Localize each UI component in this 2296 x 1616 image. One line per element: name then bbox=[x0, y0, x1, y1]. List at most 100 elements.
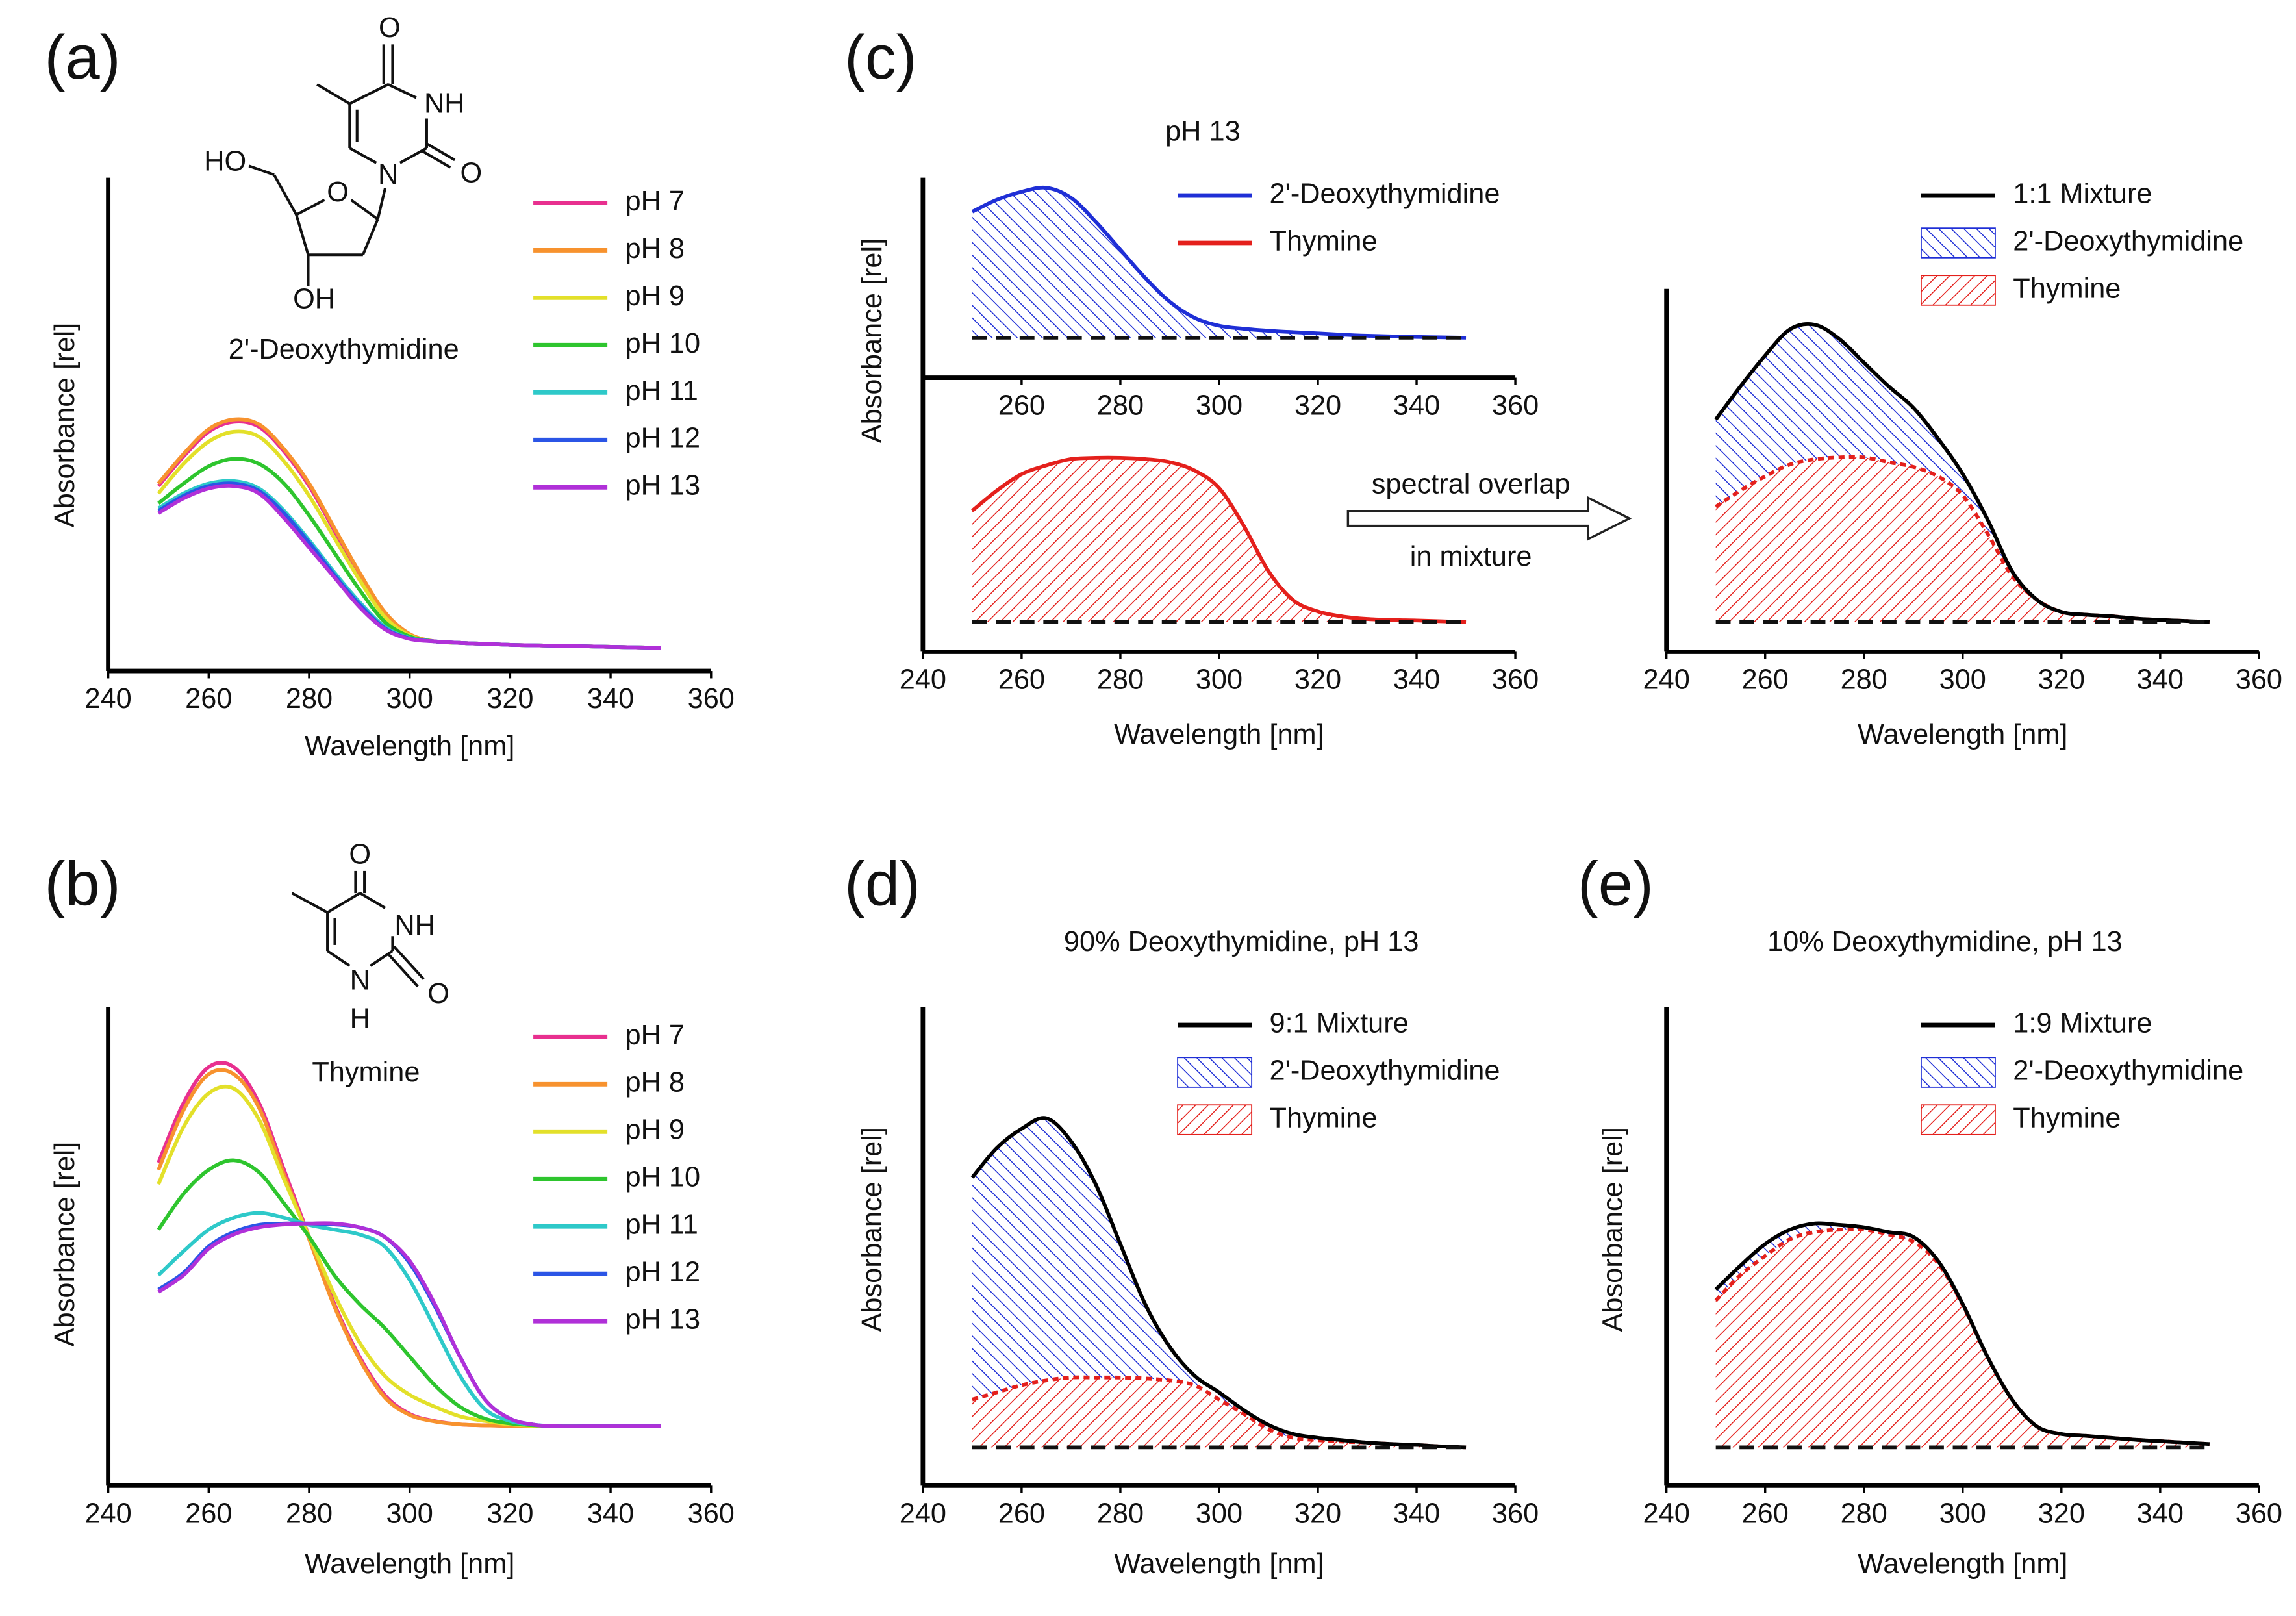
x-tick-label: 280 bbox=[1841, 664, 1887, 695]
y-axis-label: Absorbance [rel] bbox=[857, 238, 888, 443]
overlap-arrow bbox=[1346, 496, 1632, 541]
x-tick-label: 240 bbox=[84, 1498, 131, 1529]
legend-swatch bbox=[1920, 1104, 1996, 1135]
legend-label: pH 7 bbox=[625, 186, 685, 217]
atom-label: H bbox=[350, 1004, 370, 1035]
x-tick-label: 260 bbox=[998, 1498, 1045, 1529]
panel-label: (a) bbox=[45, 23, 121, 92]
x-tick-label: 340 bbox=[2137, 664, 2184, 695]
legend-label: Thymine bbox=[2013, 273, 2121, 304]
panel-label: (b) bbox=[45, 850, 121, 919]
panel: (a) Wavelength [nm] Absorbance [rel] 240 260… bbox=[45, 23, 735, 762]
chart-title: pH 13 bbox=[1165, 116, 1241, 147]
x-axis-label: Wavelength [nm] bbox=[1858, 719, 2067, 750]
legend-swatch bbox=[1920, 227, 1996, 259]
spectrum-area bbox=[1715, 1229, 2210, 1448]
structure-name: 2'-Deoxythymidine bbox=[229, 334, 459, 365]
spectrum-line bbox=[157, 429, 661, 650]
x-tick-label: 260 bbox=[1742, 664, 1789, 695]
annotation: in mixture bbox=[1410, 541, 1532, 572]
x-tick-label: 240 bbox=[900, 1498, 946, 1529]
legend-label: Thymine bbox=[1269, 1102, 1377, 1133]
spectrum-line bbox=[971, 455, 1467, 624]
x-tick-label: 280 bbox=[286, 1498, 333, 1529]
spectrum-area bbox=[972, 457, 1467, 622]
atom-label: O bbox=[427, 978, 449, 1009]
x-tick-label: 320 bbox=[2038, 1498, 2085, 1529]
legend-label: 9:1 Mixture bbox=[1269, 1008, 1408, 1039]
structure-name: Thymine bbox=[312, 1057, 420, 1088]
chart-title: 10% Deoxythymidine, pH 13 bbox=[1767, 926, 2123, 957]
x-tick-label: 340 bbox=[587, 1498, 634, 1529]
spectrum-line bbox=[157, 479, 661, 650]
legend-label: 2'-Deoxythymidine bbox=[2013, 1055, 2243, 1087]
thymine-structure: O NH O N H Thymine bbox=[291, 839, 449, 1088]
legend-label: pH 11 bbox=[625, 375, 698, 407]
x-tick-label: 360 bbox=[2236, 1498, 2282, 1529]
atom-label: O bbox=[460, 158, 482, 189]
spectrum-line bbox=[157, 484, 661, 650]
atom-label: OH bbox=[293, 283, 335, 314]
atom-label: HO bbox=[204, 145, 246, 177]
spectrum-area bbox=[972, 1377, 1467, 1448]
legend-label: Thymine bbox=[1269, 225, 1377, 257]
atom-label: O bbox=[379, 12, 401, 44]
x-tick-label: 300 bbox=[1939, 664, 1986, 695]
x-tick-label: 300 bbox=[386, 1498, 433, 1529]
legend-label: pH 9 bbox=[625, 281, 685, 312]
legend-label: pH 13 bbox=[625, 470, 700, 501]
spectrum-line bbox=[157, 417, 661, 650]
y-axis-label: Absorbance [rel] bbox=[1597, 1127, 1628, 1332]
x-tick-label: 260 bbox=[185, 683, 232, 714]
spectrum-line bbox=[157, 481, 661, 650]
legend-label: pH 13 bbox=[625, 1304, 700, 1335]
legend-swatch bbox=[1920, 275, 1996, 306]
x-tick-label: 320 bbox=[1294, 1498, 1341, 1529]
spectrum-line bbox=[157, 1061, 661, 1428]
panel: (c) pH 13 Wavelength [nm] Absorbance [rel] 2… bbox=[844, 23, 1539, 750]
x-tick-label: 280 bbox=[1841, 1498, 1887, 1529]
legend-label: 2'-Deoxythymidine bbox=[1269, 1055, 1500, 1087]
panel-label: (e) bbox=[1578, 850, 1654, 919]
legend-label: 2'-Deoxythymidine bbox=[2013, 225, 2243, 257]
mixture-line bbox=[970, 1116, 1467, 1450]
panel: (d) 90% Deoxythymidine, pH 13 Wavelength [… bbox=[844, 850, 1539, 1580]
mixture-line bbox=[1714, 1221, 2210, 1446]
y-axis-label: Absorbance [rel] bbox=[49, 323, 81, 527]
x-tick-label: 240 bbox=[1643, 1498, 1690, 1529]
legend-label: pH 7 bbox=[625, 1020, 685, 1051]
legend-swatch bbox=[1177, 1057, 1253, 1088]
deoxythymidine-structure: O NH O N HO O OH 2'-Deoxythymidine bbox=[204, 12, 482, 365]
legend-label: pH 8 bbox=[625, 1067, 685, 1098]
spectrum-line bbox=[157, 1158, 661, 1428]
y-axis-label: Absorbance [rel] bbox=[857, 1127, 888, 1332]
x-tick-label: 260 bbox=[998, 390, 1045, 422]
x-tick-label: 300 bbox=[1196, 664, 1243, 695]
x-tick-label: 240 bbox=[84, 683, 131, 714]
panel-label: (d) bbox=[844, 850, 920, 919]
x-tick-label: 340 bbox=[587, 683, 634, 714]
spectrum-area bbox=[972, 1118, 1467, 1448]
legend-label: pH 10 bbox=[625, 328, 700, 359]
x-tick-label: 260 bbox=[185, 1498, 232, 1529]
x-tick-label: 320 bbox=[2038, 664, 2085, 695]
x-tick-label: 320 bbox=[486, 683, 533, 714]
x-tick-label: 320 bbox=[1294, 664, 1341, 695]
x-tick-label: 340 bbox=[1393, 390, 1440, 422]
legend-label: pH 8 bbox=[625, 233, 685, 264]
atom-label: O bbox=[327, 177, 349, 208]
panel: Wavelength [nm] spectral overlap in mixtur… bbox=[1372, 178, 2282, 750]
spectrum-line bbox=[157, 1221, 661, 1428]
x-tick-label: 240 bbox=[1643, 664, 1690, 695]
x-tick-label: 360 bbox=[1492, 390, 1539, 422]
x-tick-label: 240 bbox=[900, 664, 946, 695]
x-tick-label: 280 bbox=[1097, 664, 1144, 695]
atom-label: N bbox=[378, 159, 398, 190]
x-tick-label: 280 bbox=[1097, 390, 1144, 422]
legend-label: pH 10 bbox=[625, 1162, 700, 1193]
panel: (b) Wavelength [nm] Absorbance [rel] 240 260… bbox=[45, 850, 735, 1580]
x-tick-label: 360 bbox=[688, 683, 735, 714]
panel-label: (c) bbox=[844, 23, 917, 92]
x-tick-label: 260 bbox=[1742, 1498, 1789, 1529]
